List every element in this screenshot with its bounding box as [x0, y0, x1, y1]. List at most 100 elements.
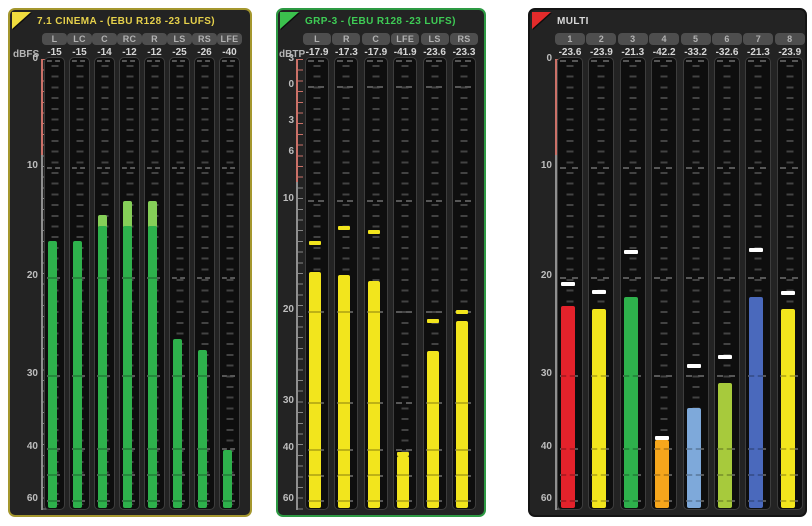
meter-panel-grp-3[interactable]: GRP-3 - (EBU R128 -23 LUFS) dBTP 3 0 3 6 10 20 3… — [276, 8, 486, 517]
meter-scale-major-tick — [222, 60, 235, 62]
bar-scale-line — [173, 447, 182, 450]
channel-chip: LS — [420, 33, 449, 45]
scale-tick-label: 20 — [282, 304, 294, 315]
level-bar-cap — [148, 201, 157, 229]
channel-readout: -12 — [147, 47, 162, 58]
level-bar — [98, 226, 107, 508]
scale-tick-label: 0 — [546, 53, 552, 64]
meter-scale-major-tick — [717, 167, 735, 169]
bar-scale-line — [655, 499, 670, 502]
meter-scale-major-tick — [396, 402, 413, 404]
scale-tick-label: 40 — [540, 441, 552, 452]
level-bar — [655, 439, 670, 508]
meter-scale-major-tick — [337, 86, 354, 88]
bar-scale-line — [749, 499, 764, 502]
level-bar — [309, 272, 321, 508]
channel-chip-label: RS — [197, 34, 212, 44]
scale-tick-label: 10 — [26, 160, 38, 171]
meter-scale-major-tick — [396, 449, 413, 451]
meter-scale-major-tick — [425, 200, 442, 202]
bar-scale-line — [456, 448, 468, 451]
bar-scale-line — [309, 474, 321, 477]
meter-scale-major-tick — [685, 375, 704, 377]
bar-scale-line — [48, 276, 57, 279]
peak-hold-indicator — [309, 241, 321, 246]
peak-hold-indicator — [456, 309, 468, 314]
meter-scale-major-tick — [685, 60, 704, 62]
meter-track — [334, 57, 359, 510]
scale-tick-label: 3 — [288, 53, 294, 64]
channel-readout: -25 — [172, 47, 187, 58]
bar-scale-line — [123, 499, 132, 502]
meter-scale-major-tick — [97, 167, 110, 169]
bar-scale-line — [749, 447, 764, 450]
meter-scale-major-tick — [308, 60, 324, 62]
meter-scale-major-tick — [396, 200, 413, 202]
meter-track — [422, 57, 447, 510]
meter-scale-major-tick — [654, 375, 673, 377]
meter-scale-major-tick — [308, 86, 324, 88]
bar-scale-line — [780, 473, 795, 476]
meter-scale-major-tick — [591, 60, 610, 62]
meter-scale-major-tick — [222, 277, 235, 279]
peak-hold-indicator — [338, 225, 351, 230]
meter-scale-major-tick — [455, 86, 471, 88]
meter-track — [745, 57, 772, 510]
meter-scale-major-tick — [396, 311, 413, 313]
channel-readout: -21.3 — [621, 47, 645, 58]
bar-scale-line — [780, 374, 795, 377]
meter-scale-major-tick — [425, 311, 442, 313]
bar-scale-line — [367, 401, 380, 404]
bar-scale-line — [148, 447, 157, 450]
channel-chip: 7 — [743, 33, 774, 45]
level-bar-cap — [98, 215, 107, 229]
meter-scale-minor-ticks — [201, 65, 208, 505]
meter-scale-major-tick — [197, 60, 210, 62]
level-bar — [367, 281, 380, 508]
peak-hold-indicator — [718, 355, 732, 360]
bar-scale-line — [367, 474, 380, 477]
bar-scale-line — [780, 447, 795, 450]
bar-scale-line — [198, 473, 207, 476]
meter-track — [69, 57, 90, 510]
scale-tick-label: 20 — [26, 270, 38, 281]
channel-chip: R — [142, 33, 167, 45]
bar-scale-line — [367, 499, 380, 502]
meter-track — [119, 57, 140, 510]
channel-chip-label: C — [372, 34, 380, 44]
level-bar — [780, 309, 795, 508]
meter-scale-major-tick — [147, 167, 160, 169]
scale-tick-label: 6 — [288, 146, 294, 157]
bar-scale-line — [98, 276, 107, 279]
level-bar — [561, 306, 575, 508]
bar-scale-line — [73, 499, 82, 502]
bar-scale-line — [148, 374, 157, 377]
channel-chip-label: 7 — [755, 34, 762, 44]
bar-scale-line — [561, 374, 575, 377]
meter-track — [682, 57, 709, 510]
scale-tick-label: 3 — [288, 115, 294, 126]
channel-chip-label: 4 — [661, 34, 667, 44]
bar-scale-line — [686, 473, 701, 476]
channel-chip-label: LC — [73, 34, 86, 44]
bar-scale-line — [148, 276, 157, 279]
bar-scale-line — [686, 499, 701, 502]
channel-readout: -26 — [197, 47, 212, 58]
bar-scale-line — [623, 473, 638, 476]
meter-scale-major-tick — [172, 60, 185, 62]
bar-scale-line — [367, 448, 380, 451]
bar-scale-line — [309, 401, 321, 404]
bar-scale-line — [198, 374, 207, 377]
channel-chip-label: LS — [173, 34, 186, 44]
ruler-line — [296, 59, 298, 510]
bar-scale-line — [48, 473, 57, 476]
scale-tick-label: 60 — [282, 493, 294, 504]
bar-scale-line — [148, 473, 157, 476]
meter-panel-multi[interactable]: MULTI 0 10 20 30 40 60 1 -23.6 2 -23.9 3 -21.3 4 -42.2… — [528, 8, 807, 517]
meter-panel-7-1-cinema[interactable]: 7.1 CINEMA - (EBU R128 -23 LUFS) dBFS 0 10 2… — [8, 8, 252, 517]
level-bar — [686, 407, 701, 508]
meter-scale-minor-ticks — [431, 65, 439, 505]
meter-scale-major-tick — [337, 60, 354, 62]
level-bar-cap — [123, 201, 132, 229]
channel-chip-label: 6 — [724, 34, 730, 44]
